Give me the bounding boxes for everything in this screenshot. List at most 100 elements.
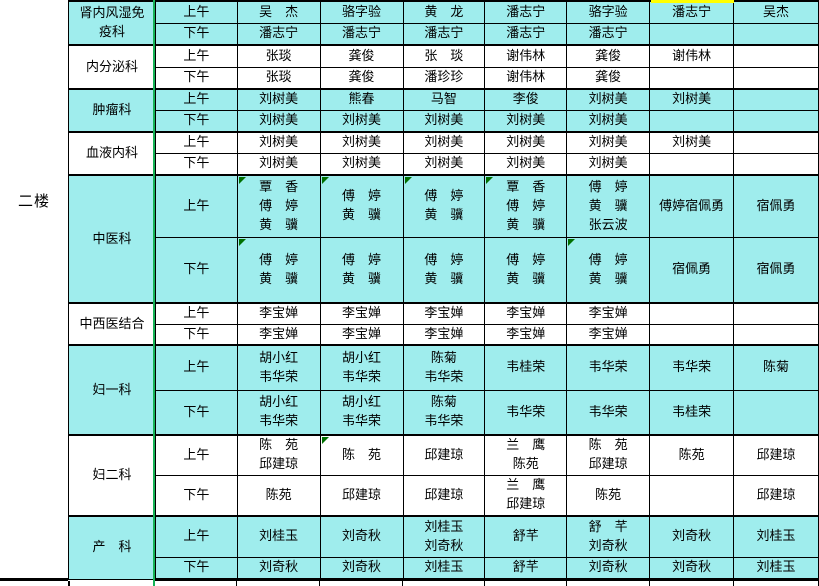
schedule-cell[interactable]: 潘珍珍: [402, 66, 486, 90]
schedule-cell[interactable]: 韦桂荣: [484, 344, 568, 391]
period-cell[interactable]: 下午: [154, 556, 238, 581]
schedule-cell[interactable]: 邱建琼: [319, 474, 404, 517]
schedule-cell[interactable]: [733, 88, 819, 111]
schedule-cell[interactable]: 刘树美: [319, 152, 404, 176]
period-cell[interactable]: 下午: [154, 152, 238, 176]
schedule-cell[interactable]: 李宝婵: [484, 302, 568, 325]
period-cell[interactable]: 上午: [154, 515, 238, 558]
schedule-cell[interactable]: 邱建琼: [733, 434, 819, 476]
schedule-cell[interactable]: 潘志宁: [484, 0, 568, 24]
period-cell[interactable]: 上午: [154, 0, 238, 24]
dept-cell[interactable]: 产 科: [68, 515, 156, 580]
schedule-cell[interactable]: 韦桂荣: [649, 389, 735, 436]
schedule-cell[interactable]: 胡小红 韦华荣: [236, 344, 321, 391]
period-cell[interactable]: 上午: [154, 302, 238, 325]
schedule-cell[interactable]: 邱建琼: [402, 474, 486, 517]
schedule-cell[interactable]: 陈菊 韦华荣: [402, 344, 486, 391]
schedule-cell[interactable]: 刘桂玉 刘奇秋: [402, 515, 486, 558]
schedule-cell[interactable]: [733, 22, 819, 46]
period-cell[interactable]: 上午: [154, 88, 238, 111]
schedule-cell[interactable]: 潘志宁: [484, 22, 568, 46]
schedule-cell[interactable]: 刘奇秋: [236, 556, 321, 581]
period-cell[interactable]: 上午: [154, 44, 238, 68]
schedule-cell[interactable]: 傅 婷黄 骥: [236, 236, 321, 304]
period-cell[interactable]: 上午: [154, 131, 238, 154]
schedule-cell[interactable]: 李宝婵: [236, 302, 321, 325]
period-cell[interactable]: 上午: [154, 434, 238, 476]
schedule-cell[interactable]: 李宝婵: [566, 323, 651, 346]
schedule-cell[interactable]: 陈 苑邱建琼: [236, 434, 321, 476]
schedule-cell[interactable]: 刘树美: [319, 131, 404, 154]
schedule-cell[interactable]: 宿佩勇: [649, 236, 735, 304]
schedule-cell[interactable]: [649, 66, 735, 90]
schedule-cell[interactable]: 韦华荣: [566, 389, 651, 436]
schedule-cell[interactable]: 陈苑: [236, 474, 321, 517]
schedule-cell[interactable]: [733, 389, 819, 436]
dept-cell[interactable]: 中医科: [68, 174, 156, 304]
schedule-cell[interactable]: 李宝婵: [319, 302, 404, 325]
schedule-cell[interactable]: 傅婷宿佩勇: [649, 174, 735, 238]
schedule-cell[interactable]: 刘树美: [566, 88, 651, 111]
schedule-cell[interactable]: 谢伟林: [484, 44, 568, 68]
schedule-cell[interactable]: 陈 苑: [319, 434, 404, 476]
schedule-cell[interactable]: 刘奇秋: [319, 515, 404, 558]
schedule-cell[interactable]: 舒 芊刘奇秋: [566, 515, 651, 558]
schedule-cell[interactable]: 潘志宁: [649, 0, 735, 24]
schedule-cell[interactable]: 陈苑: [649, 434, 735, 476]
schedule-cell[interactable]: 潘志宁: [402, 22, 486, 46]
schedule-cell[interactable]: 邱建琼: [733, 474, 819, 517]
period-cell[interactable]: 下午: [154, 323, 238, 346]
schedule-cell[interactable]: [649, 22, 735, 46]
period-cell[interactable]: 上午: [154, 174, 238, 238]
period-cell[interactable]: 下午: [154, 389, 238, 436]
period-cell[interactable]: 下午: [154, 22, 238, 46]
schedule-cell[interactable]: 吴 杰: [236, 0, 321, 24]
schedule-cell[interactable]: [649, 109, 735, 133]
period-cell[interactable]: 下午: [154, 474, 238, 517]
schedule-cell[interactable]: 吴杰: [733, 0, 819, 24]
schedule-cell[interactable]: 傅 婷黄 骥: [319, 236, 404, 304]
schedule-cell[interactable]: 陈苑: [566, 474, 651, 517]
schedule-cell[interactable]: 刘树美: [236, 131, 321, 154]
schedule-cell[interactable]: 骆字验: [319, 0, 404, 24]
schedule-cell[interactable]: 刘树美: [484, 152, 568, 176]
schedule-cell[interactable]: 刘树美: [402, 109, 486, 133]
dept-cell[interactable]: 肿瘤科: [68, 88, 156, 133]
schedule-cell[interactable]: 骆字验: [566, 0, 651, 24]
schedule-cell[interactable]: 陈菊: [733, 344, 819, 391]
dept-cell[interactable]: 血液内科: [68, 131, 156, 176]
schedule-cell[interactable]: 刘树美: [484, 109, 568, 133]
schedule-cell[interactable]: [733, 302, 819, 325]
schedule-cell[interactable]: 刘树美: [566, 109, 651, 133]
schedule-cell[interactable]: 刘树美: [236, 88, 321, 111]
schedule-cell[interactable]: 刘奇秋: [319, 556, 404, 581]
schedule-cell[interactable]: 舒芊: [484, 515, 568, 558]
schedule-cell[interactable]: 刘桂玉: [733, 556, 819, 581]
schedule-cell[interactable]: 兰 鹰邱建琼: [484, 474, 568, 517]
schedule-cell[interactable]: 刘奇秋: [566, 556, 651, 581]
dept-cell[interactable]: 内分泌科: [68, 44, 156, 90]
schedule-cell[interactable]: 张琰: [236, 66, 321, 90]
schedule-cell[interactable]: 张 琰: [402, 44, 486, 68]
schedule-cell[interactable]: 潘志宁: [236, 22, 321, 46]
schedule-cell[interactable]: 刘树美: [566, 131, 651, 154]
schedule-cell[interactable]: [649, 152, 735, 176]
schedule-cell[interactable]: 刘桂玉: [402, 556, 486, 581]
schedule-cell[interactable]: [649, 474, 735, 517]
schedule-cell[interactable]: 张琰: [236, 44, 321, 68]
schedule-cell[interactable]: 龚俊: [566, 66, 651, 90]
schedule-cell[interactable]: 龚俊: [319, 44, 404, 68]
schedule-cell[interactable]: [733, 109, 819, 133]
schedule-cell[interactable]: 刘树美: [236, 152, 321, 176]
schedule-cell[interactable]: 李宝婵: [402, 323, 486, 346]
schedule-cell[interactable]: 刘桂玉: [236, 515, 321, 558]
schedule-cell[interactable]: 刘奇秋: [649, 515, 735, 558]
schedule-cell[interactable]: 黄 龙: [402, 0, 486, 24]
schedule-cell[interactable]: 潘志宁: [319, 22, 404, 46]
schedule-cell[interactable]: 马智: [402, 88, 486, 111]
schedule-cell[interactable]: 李宝婵: [319, 323, 404, 346]
schedule-cell[interactable]: 舒芊: [484, 556, 568, 581]
schedule-cell[interactable]: 宿佩勇: [733, 174, 819, 238]
schedule-cell[interactable]: 李宝婵: [236, 323, 321, 346]
schedule-cell[interactable]: 兰 鹰陈苑: [484, 434, 568, 476]
